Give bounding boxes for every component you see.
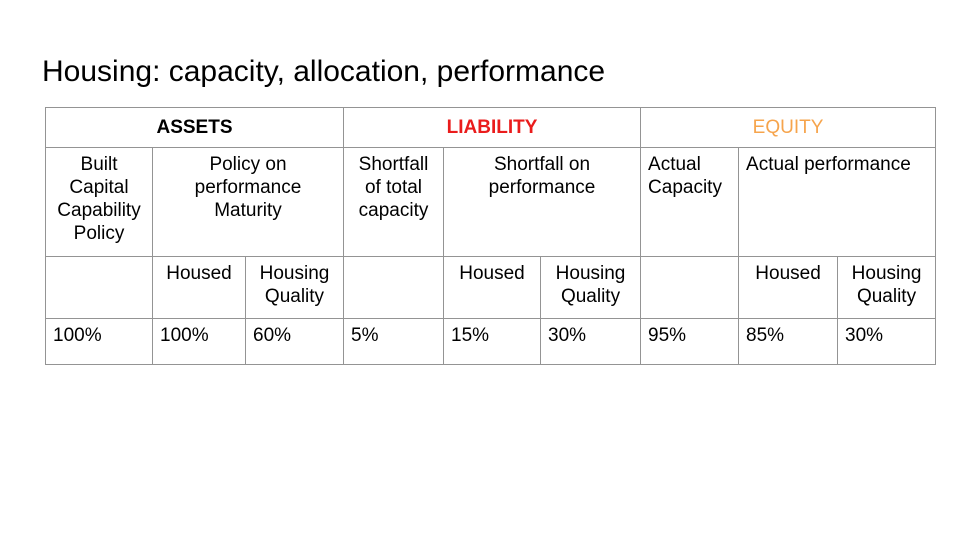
subheader-cell-empty-3 xyxy=(640,256,740,319)
slide-title: Housing: capacity, allocation, performan… xyxy=(42,55,606,88)
subheader-cell-housing-quality-2: Housing Quality xyxy=(539,256,642,319)
header-cell-assets: ASSETS xyxy=(45,107,344,148)
value-cell-actual-capacity: 95% xyxy=(640,318,740,365)
value-cell-shortfall-housing-quality: 30% xyxy=(539,318,642,365)
value-cell-shortfall-housed: 15% xyxy=(443,318,541,365)
value-cell-actual-housing-quality: 30% xyxy=(837,318,937,365)
value-cell-policy-housing-quality: 60% xyxy=(245,318,344,365)
value-cell-shortfall-capacity: 5% xyxy=(343,318,444,365)
category-cell-shortfall-performance: Shortfall on performance xyxy=(442,147,642,257)
table-subheader-row: Housed Housing Quality Housed Housing Qu… xyxy=(45,256,937,319)
value-cell-built-capital: 100% xyxy=(45,318,153,365)
subheader-cell-housing-quality-3: Housing Quality xyxy=(837,256,937,319)
table-header-row: ASSETS LIABILITY EQUITY xyxy=(45,107,937,148)
table-category-row: Built Capital Capability Policy Policy o… xyxy=(45,147,937,257)
subheader-cell-housed-2: Housed xyxy=(443,256,541,319)
category-cell-actual-capacity: Actual Capacity xyxy=(640,147,740,257)
subheader-cell-empty-2 xyxy=(343,256,444,319)
housing-table: ASSETS LIABILITY EQUITY Built Capital Ca… xyxy=(45,107,937,365)
subheader-cell-housed-3: Housed xyxy=(738,256,839,319)
subheader-cell-housing-quality-1: Housing Quality xyxy=(245,256,344,319)
value-cell-actual-housed: 85% xyxy=(738,318,839,365)
table-value-row: 100% 100% 60% 5% 15% 30% 95% 85% 30% xyxy=(45,318,937,365)
category-cell-actual-performance: Actual performance xyxy=(738,147,937,257)
category-cell-built-capital: Built Capital Capability Policy xyxy=(45,147,153,257)
category-cell-policy-performance: Policy on performance Maturity xyxy=(152,147,344,257)
header-cell-equity: EQUITY xyxy=(640,107,937,148)
subheader-cell-empty-1 xyxy=(45,256,153,319)
subheader-cell-housed-1: Housed xyxy=(152,256,246,319)
category-cell-shortfall-capacity: Shortfall of total capacity xyxy=(343,147,444,257)
header-cell-liability: LIABILITY xyxy=(342,107,642,148)
value-cell-policy-housed: 100% xyxy=(152,318,246,365)
